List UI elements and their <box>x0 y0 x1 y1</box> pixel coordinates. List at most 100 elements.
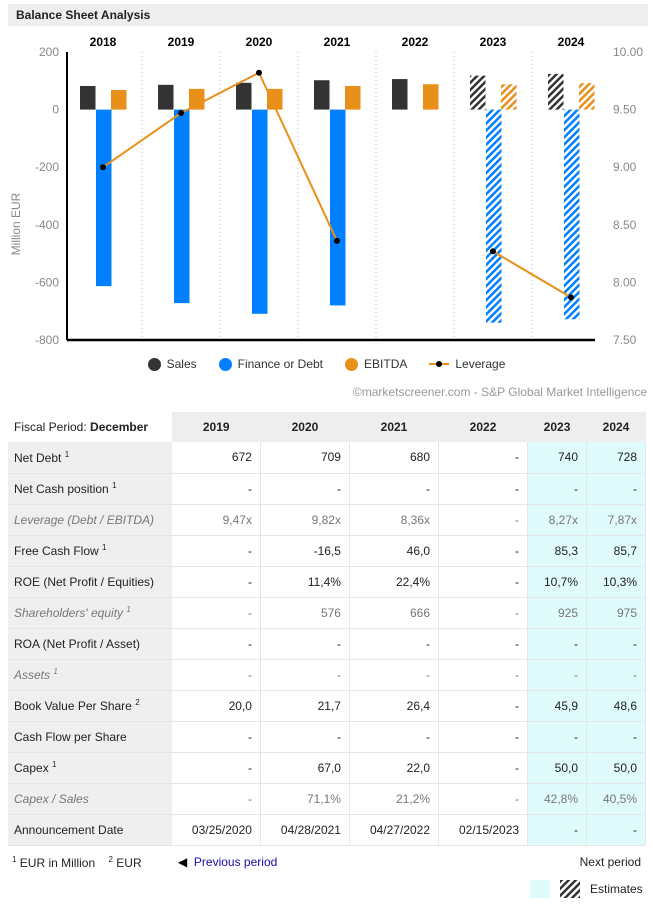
y-tick-label: 200 <box>39 45 59 59</box>
sales-bar <box>470 75 486 110</box>
row-label: Announcement Date <box>8 814 172 846</box>
ebitda-bar <box>501 84 517 110</box>
table-cell: 680 <box>349 442 440 474</box>
y-tick-label: -400 <box>35 218 59 232</box>
table-row: ROA (Net Profit / Asset) ------ <box>8 628 646 660</box>
table-cell: - <box>349 473 440 505</box>
table-cell: - <box>527 473 587 505</box>
debt-bar <box>252 109 268 314</box>
balance-sheet-table: Fiscal Period: December 2019 2020 2021 2022 2… <box>8 412 646 846</box>
table-cell: 666 <box>349 597 440 629</box>
ebitda-bar <box>345 85 361 110</box>
table-cell: 8,27x <box>527 504 587 536</box>
table-cell: - <box>438 783 529 815</box>
row-label: Net Debt 1 <box>8 442 172 474</box>
table-cell: - <box>172 535 261 567</box>
legend-leverage[interactable]: Leverage <box>429 357 505 371</box>
table-cell: - <box>527 814 587 846</box>
table-cell: - <box>172 628 261 660</box>
sales-bar <box>314 80 330 110</box>
table-cell: 728 <box>586 442 646 474</box>
ebitda-bar <box>111 90 127 110</box>
table-cell: - <box>586 721 646 753</box>
table-cell: 50,0 <box>586 752 646 784</box>
row-label: Capex / Sales <box>8 783 172 815</box>
table-row: Net Debt 1 672 709 680-740 728 <box>8 442 646 474</box>
row-label: Book Value Per Share 2 <box>8 690 172 722</box>
estimates-legend: Estimates <box>530 880 643 898</box>
table-row: Capex / Sales -71,1% 21,2% -42,8% 40,5% <box>8 783 646 815</box>
y2-tick-label: 8.00 <box>613 275 637 289</box>
table-cell: - <box>349 721 440 753</box>
ebitda-bar <box>579 83 595 110</box>
table-cell: -16,5 <box>260 535 350 567</box>
table-cell: 8,36x <box>349 504 440 536</box>
table-cell: - <box>172 659 261 691</box>
table-cell: 740 <box>527 442 587 474</box>
table-cell: - <box>586 814 646 846</box>
leverage-point <box>100 164 106 171</box>
table-cell: - <box>349 628 440 660</box>
table-cell: 02/15/2023 <box>438 814 529 846</box>
leverage-line <box>492 250 572 299</box>
sales-bar <box>548 73 564 110</box>
leverage-point <box>568 294 574 301</box>
table-cell: 71,1% <box>260 783 350 815</box>
table-row: Announcement Date 03/25/2020 04/28/2021 04… <box>8 814 646 846</box>
y-tick-label: 0 <box>52 103 59 117</box>
table-cell: 48,6 <box>586 690 646 722</box>
legend-sales[interactable]: Sales <box>147 357 197 371</box>
table-cell: 46,0 <box>349 535 440 567</box>
legend-debt[interactable]: Finance or Debt <box>218 357 323 371</box>
table-cell: - <box>438 690 529 722</box>
table-cell: - <box>527 659 587 691</box>
table-row: Book Value Per Share 2 20,0 21,7 26,4-45,9 4… <box>8 690 646 722</box>
table-cell: - <box>438 597 529 629</box>
table-cell: 975 <box>586 597 646 629</box>
table-cell: 22,4% <box>349 566 440 598</box>
table-cell: 40,5% <box>586 783 646 815</box>
table-cell: - <box>527 721 587 753</box>
y-axis-label: Million EUR <box>9 192 23 255</box>
next-period-link[interactable]: Next period <box>579 855 641 869</box>
table-cell: 22,0 <box>349 752 440 784</box>
balance-sheet-chart: 2018 2019 2020 2021 2022 2023 2024 200 0 -200 -400… <box>9 35 643 347</box>
previous-period-link[interactable]: ◀ Previous period <box>178 855 278 869</box>
table-cell: 85,3 <box>527 535 587 567</box>
legend-ebitda[interactable]: EBITDA <box>345 357 407 371</box>
table-cell: 03/25/2020 <box>172 814 261 846</box>
table-cell: 45,9 <box>527 690 587 722</box>
year-header: 2024 <box>586 412 646 442</box>
table-row: Capex 1-67,0 22,0-50,0 50,0 <box>8 752 646 784</box>
year-header: 2021 <box>349 412 439 442</box>
table-cell: - <box>438 566 529 598</box>
y2-tick-label: 10.00 <box>613 45 643 59</box>
leverage-point <box>490 248 496 255</box>
table-cell: 04/28/2021 <box>260 814 350 846</box>
table-cell: - <box>172 597 261 629</box>
table-cell: 576 <box>260 597 350 629</box>
table-row: Leverage (Debt / EBITDA) 9,47x 9,82x 8,36x… <box>8 504 646 536</box>
leverage-point <box>178 110 184 117</box>
hatch-swatch-icon <box>560 880 580 898</box>
x-tick-label: 2021 <box>324 35 351 49</box>
x-tick-label: 2019 <box>168 35 195 49</box>
year-header: 2019 <box>172 412 261 442</box>
ebitda-bar <box>423 84 439 110</box>
triangle-left-icon: ◀ <box>178 855 188 869</box>
y2-tick-label: 9.50 <box>613 103 637 117</box>
footnotes: 1 EUR in Million 2 EUR <box>12 855 142 870</box>
row-label: Capex 1 <box>8 752 172 784</box>
table-row: Shareholders' equity 1-576 666-925 975 <box>8 597 646 629</box>
table-cell: 709 <box>260 442 350 474</box>
y2-tick-label: 9.00 <box>613 160 637 174</box>
row-label: Shareholders' equity 1 <box>8 597 172 629</box>
table-cell: - <box>586 473 646 505</box>
table-cell: 11,4% <box>260 566 350 598</box>
x-tick-label: 2020 <box>246 35 273 49</box>
sales-bar <box>80 85 96 110</box>
table-cell: 42,8% <box>527 783 587 815</box>
row-label: Net Cash position 1 <box>8 473 172 505</box>
sales-bar <box>392 79 408 110</box>
year-header: 2020 <box>260 412 350 442</box>
